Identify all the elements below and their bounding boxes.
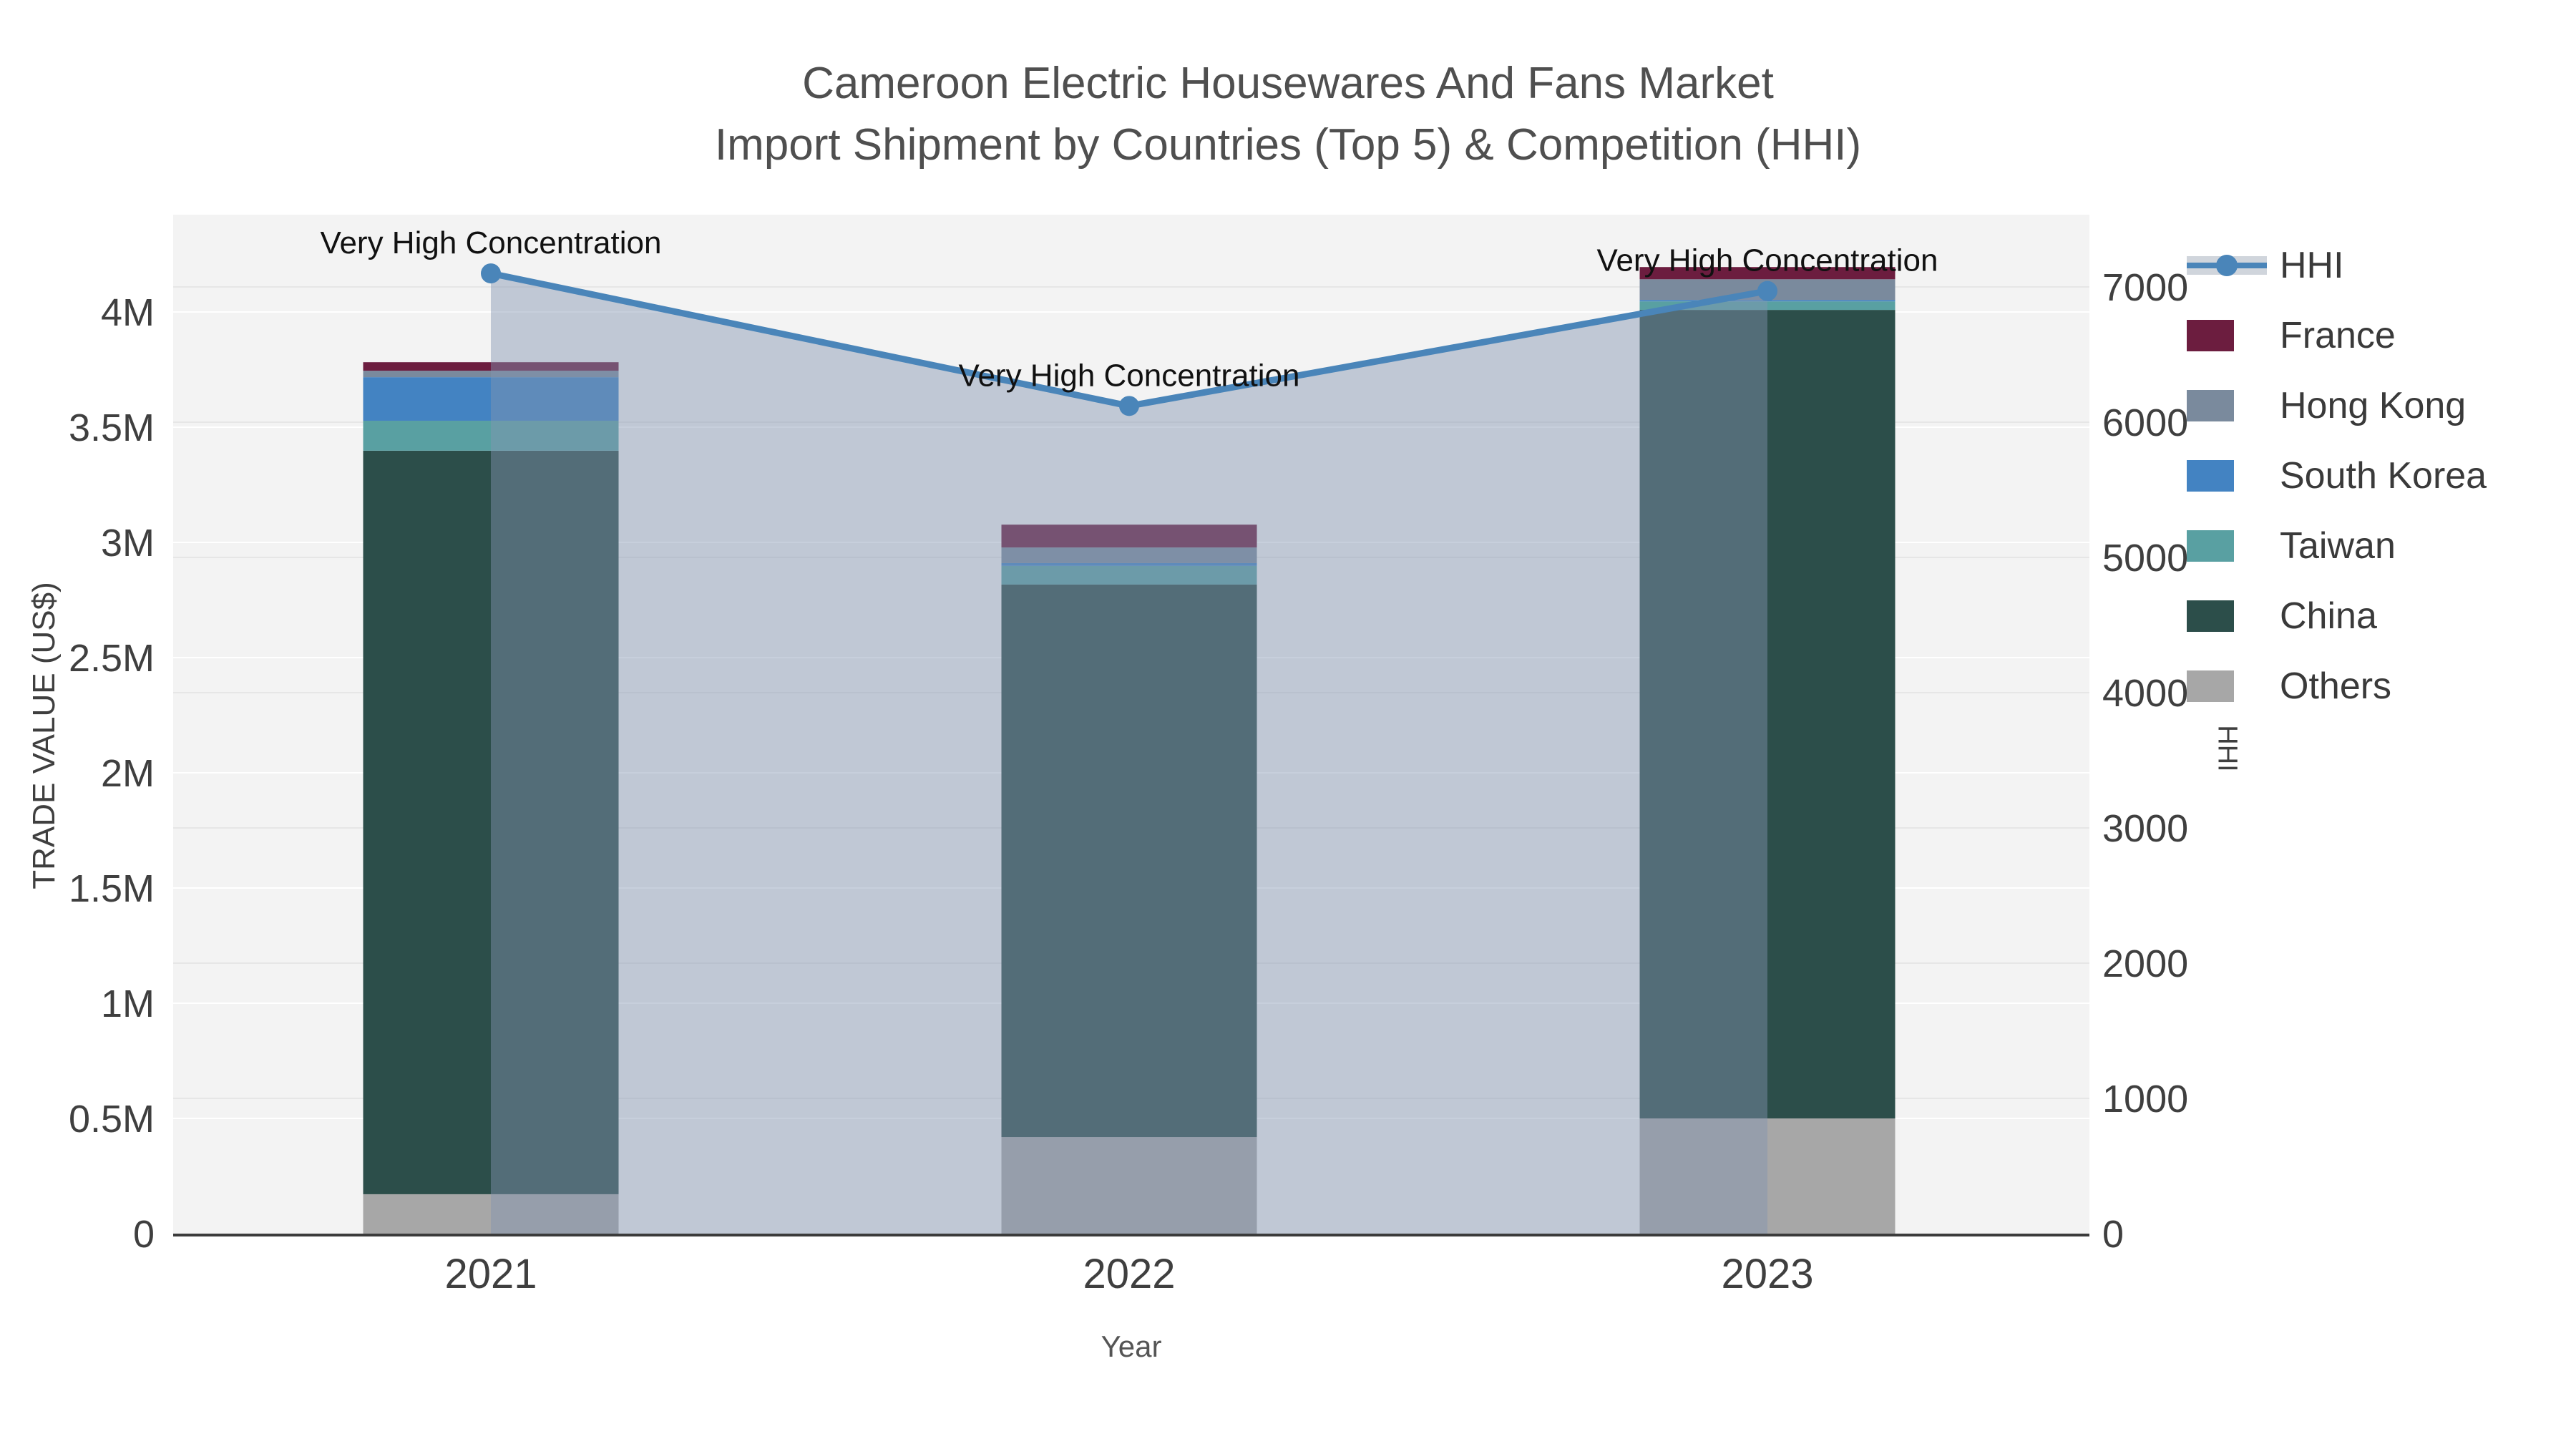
x-tick-2021: 2021 — [444, 1251, 537, 1297]
legend-item-others[interactable]: Others — [2187, 651, 2487, 721]
y-right-tick-4000: 4000 — [2102, 672, 2188, 715]
y-left-axis-title: TRADE VALUE (US$) — [26, 582, 62, 889]
y-left-tick-3M: 3M — [101, 522, 155, 565]
y-left-tick-1.5M: 1.5M — [69, 867, 155, 910]
y-right-tick-7000: 7000 — [2102, 266, 2188, 309]
annotation-2023: Very High Concentration — [1597, 243, 1938, 278]
series-swatch-icon — [2187, 670, 2267, 702]
bar-segment-2023-china — [1639, 310, 1896, 1118]
y-left-tick-3.5M: 3.5M — [69, 406, 155, 449]
bar-segment-2023-others — [1639, 1118, 1896, 1234]
y-left-tick-1M: 1M — [101, 982, 155, 1025]
chart-title-line1: Cameroon Electric Housewares And Fans Ma… — [802, 59, 1774, 108]
bar-segment-2021-south-korea — [363, 377, 619, 421]
bar-segment-2021-others — [363, 1194, 619, 1234]
y-right-tick-1000: 1000 — [2102, 1078, 2188, 1121]
bar-segment-2021-france — [363, 362, 619, 371]
chart-title: Cameroon Electric Housewares And Fans Ma… — [0, 53, 2576, 176]
y-right-tick-6000: 6000 — [2102, 401, 2188, 444]
series-swatch-icon — [2187, 390, 2267, 421]
legend-label: China — [2280, 595, 2377, 637]
series-swatch-icon — [2187, 460, 2267, 492]
annotation-2021: Very High Concentration — [321, 225, 662, 260]
legend-label: South Korea — [2280, 455, 2487, 497]
legend: HHI France Hong Kong South Korea Taiwan China… — [2187, 230, 2487, 721]
y-left-tick-4M: 4M — [101, 291, 155, 334]
bar-segment-2021-china — [363, 450, 619, 1194]
legend-item-china[interactable]: China — [2187, 581, 2487, 651]
series-swatch-icon — [2187, 320, 2267, 351]
y-right-tick-3000: 3000 — [2102, 807, 2188, 850]
y-right-tick-0: 0 — [2102, 1213, 2124, 1256]
legend-label: France — [2280, 315, 2396, 356]
legend-item-hong-kong[interactable]: Hong Kong — [2187, 371, 2487, 441]
bar-segment-2021-hong-kong — [363, 371, 619, 378]
legend-label: HHI — [2280, 245, 2344, 286]
bar-segment-2022-taiwan — [1001, 565, 1257, 585]
hhi-marker-2021 — [481, 263, 501, 284]
y-left-tick-2M: 2M — [101, 752, 155, 795]
y-left-tick-0.5M: 0.5M — [69, 1098, 155, 1141]
series-swatch-icon — [2187, 600, 2267, 632]
annotation-2022: Very High Concentration — [959, 358, 1300, 393]
hhi-marker-2023 — [1757, 280, 1777, 301]
legend-item-hhi[interactable]: HHI — [2187, 230, 2487, 301]
legend-label: Hong Kong — [2280, 385, 2467, 426]
y-right-axis-title: HHI — [2212, 725, 2243, 772]
y-left-tick-2.5M: 2.5M — [69, 637, 155, 680]
bar-segment-2022-south-korea — [1001, 562, 1257, 566]
legend-label: Others — [2280, 665, 2392, 707]
y-right-tick-2000: 2000 — [2102, 942, 2188, 985]
x-tick-2023: 2023 — [1721, 1251, 1813, 1297]
bar-segment-2022-hong-kong — [1001, 547, 1257, 563]
bar-segment-2022-china — [1001, 584, 1257, 1138]
y-left-tick-0: 0 — [133, 1213, 155, 1256]
x-tick-2022: 2022 — [1083, 1251, 1175, 1297]
bar-segment-2022-others — [1001, 1137, 1257, 1234]
chart-title-line2: Import Shipment by Countries (Top 5) & C… — [714, 120, 1862, 170]
legend-item-south-korea[interactable]: South Korea — [2187, 441, 2487, 511]
legend-item-france[interactable]: France — [2187, 301, 2487, 371]
bar-segment-2022-france — [1001, 525, 1257, 548]
series-swatch-icon — [2187, 530, 2267, 562]
bar-segment-2023-france — [1639, 267, 1896, 280]
bar-segment-2021-taiwan — [363, 420, 619, 451]
hhi-area-fill — [491, 273, 1767, 1234]
hhi-line-swatch-icon — [2187, 255, 2267, 276]
bar-segment-2023-taiwan — [1639, 301, 1896, 311]
x-axis-title: Year — [1101, 1330, 1162, 1363]
legend-item-taiwan[interactable]: Taiwan — [2187, 511, 2487, 581]
y-right-tick-5000: 5000 — [2102, 537, 2188, 580]
hhi-marker-2022 — [1119, 396, 1139, 416]
legend-label: Taiwan — [2280, 525, 2396, 567]
